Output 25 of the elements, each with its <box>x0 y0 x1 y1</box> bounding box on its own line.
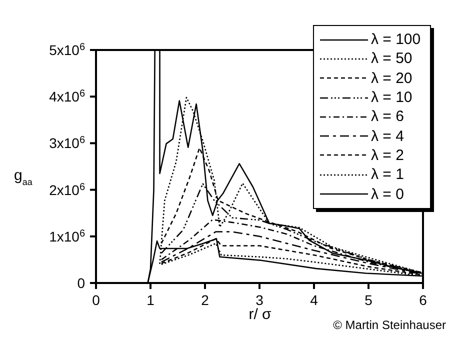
legend-label: λ = 2 <box>371 146 404 164</box>
y-tick-label: 2x10$^{6}$ <box>49 181 86 198</box>
x-tick-label: 2 <box>201 292 210 308</box>
y-axis-title: g$_{aa}$ <box>14 167 32 187</box>
x-tick-label: 6 <box>419 292 428 308</box>
x-tick-label: 4 <box>310 292 318 308</box>
x-tick-label: 5 <box>364 292 373 308</box>
x-tick-label: 0 <box>92 292 100 308</box>
x-tick-label: 1 <box>146 292 155 308</box>
y-tick-label: 0 <box>77 275 86 291</box>
text: © Martin Steinhauser <box>333 318 446 332</box>
y-tick-label: 5x10$^{6}$ <box>49 42 86 58</box>
legend-label: λ = 6 <box>371 108 404 126</box>
legend-label: λ = 1 <box>371 166 404 184</box>
legend-label: λ = 0 <box>371 186 404 203</box>
legend-label: λ = 50 <box>371 50 412 68</box>
x-tick-label: 3 <box>256 292 264 308</box>
legend-label: λ = 100 <box>371 31 421 48</box>
legend-label: λ = 10 <box>371 89 412 106</box>
y-tick-label: 3x10$^{6}$ <box>49 134 86 152</box>
x-axis-title: r/ σ <box>248 306 272 323</box>
y-tick-label: 1x10$^{6}$ <box>49 228 86 244</box>
legend-label: λ = 4 <box>371 128 404 145</box>
y-tick-label: 4x10$^{6}$ <box>49 88 86 105</box>
legend-label: λ = 20 <box>371 70 412 87</box>
